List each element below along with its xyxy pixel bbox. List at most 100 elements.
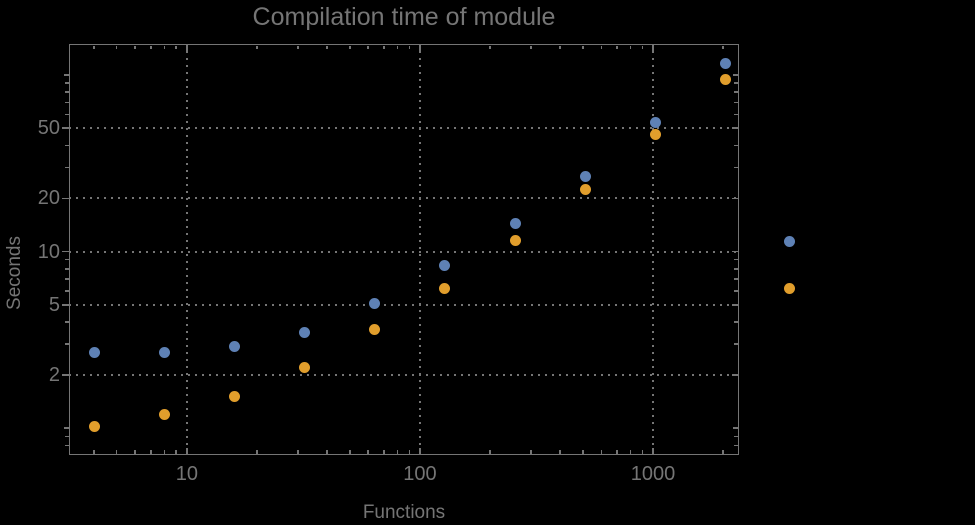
y-tick-mark <box>733 427 738 429</box>
y-tick-mark <box>734 113 738 115</box>
x-tick-mark <box>367 450 369 454</box>
x-tick-mark <box>383 45 385 49</box>
y-tick-label: 2 <box>48 364 60 387</box>
y-tick-mark <box>63 74 69 76</box>
x-tick-mark <box>163 45 166 49</box>
x-tick-mark <box>163 450 166 454</box>
x-tick-mark <box>489 45 491 49</box>
data-point-series2 <box>369 324 381 336</box>
x-tick-mark <box>115 450 118 454</box>
y-tick-mark <box>731 304 738 306</box>
x-tick-mark <box>722 45 724 49</box>
x-tick-label: 100 <box>403 463 437 485</box>
x-tick-mark <box>326 450 328 454</box>
x-tick-mark <box>134 45 136 49</box>
x-tick-mark <box>616 450 618 454</box>
data-point-series1 <box>720 58 731 70</box>
x-tick-mark <box>722 450 724 454</box>
y-tick-mark <box>734 343 738 345</box>
y-tick-mark <box>65 435 69 438</box>
x-tick-mark <box>652 447 654 454</box>
y-tick-mark <box>734 444 738 447</box>
y-tick-mark <box>65 268 69 270</box>
data-point-series2 <box>228 390 240 402</box>
x-tick-mark <box>134 450 136 454</box>
y-tick-mark <box>65 290 69 292</box>
y-tick-mark <box>734 290 738 292</box>
y-tick-mark <box>65 101 69 104</box>
x-tick-mark <box>629 450 632 454</box>
data-point-series1 <box>228 341 240 353</box>
y-tick-mark <box>65 91 69 93</box>
x-tick-mark <box>115 45 118 49</box>
x-tick-mark <box>641 450 644 454</box>
y-tick-mark <box>65 166 69 169</box>
data-point-series1 <box>509 218 521 230</box>
y-tick-mark <box>734 268 738 270</box>
x-tick-mark <box>408 450 410 454</box>
x-tick-mark <box>256 45 258 49</box>
x-tick-mark <box>582 450 584 454</box>
gridline-horizontal <box>69 197 739 200</box>
x-tick-label: 10 <box>175 463 198 485</box>
y-tick-mark <box>65 444 69 447</box>
x-tick-mark <box>150 45 152 49</box>
x-tick-mark <box>419 447 421 454</box>
chart-title: Compilation time of module <box>252 3 556 31</box>
y-tick-mark <box>734 435 738 438</box>
x-tick-mark <box>559 45 561 49</box>
data-point-series1 <box>439 260 451 272</box>
y-tick-mark <box>731 374 738 376</box>
gridline-vertical <box>418 44 421 455</box>
x-tick-mark <box>175 45 177 49</box>
y-tick-mark <box>65 144 69 147</box>
data-point-series1 <box>88 346 100 358</box>
y-tick-mark <box>65 82 69 84</box>
x-tick-mark <box>367 45 369 49</box>
x-tick-mark <box>396 450 399 454</box>
y-tick-mark <box>734 258 738 261</box>
x-tick-mark <box>582 45 584 49</box>
x-tick-mark <box>559 450 561 454</box>
x-tick-mark <box>652 45 654 52</box>
y-tick-mark <box>733 74 738 76</box>
gridline-horizontal <box>69 127 739 130</box>
y-tick-mark <box>734 321 738 323</box>
y-tick-label: 10 <box>37 240 60 263</box>
x-tick-mark <box>93 450 95 454</box>
y-tick-mark <box>734 91 738 93</box>
data-point-series1 <box>579 171 591 183</box>
legend-marker <box>783 282 795 294</box>
gridline-vertical <box>651 44 654 455</box>
x-tick-mark <box>383 450 385 454</box>
x-tick-mark <box>629 45 632 49</box>
data-point-series1 <box>158 346 170 358</box>
data-point-series2 <box>579 183 591 195</box>
data-point-series1 <box>299 326 311 338</box>
x-tick-label: 1000 <box>630 463 676 485</box>
x-tick-mark <box>297 450 299 454</box>
gridline-horizontal <box>69 303 739 306</box>
y-tick-mark <box>734 278 738 280</box>
x-tick-mark <box>349 450 351 454</box>
data-point-series2 <box>649 129 661 141</box>
y-tick-mark <box>62 374 69 376</box>
y-tick-label: 20 <box>37 187 60 210</box>
data-point-series1 <box>649 116 661 128</box>
x-tick-mark <box>326 45 328 49</box>
data-point-series2 <box>158 408 170 420</box>
x-tick-mark <box>256 450 258 454</box>
x-tick-mark <box>489 450 491 454</box>
x-tick-mark <box>93 45 95 49</box>
y-tick-mark <box>62 197 69 200</box>
y-tick-mark <box>65 113 69 115</box>
y-tick-label: 5 <box>48 293 60 316</box>
x-tick-mark <box>349 45 351 49</box>
x-tick-mark <box>186 45 188 52</box>
y-tick-mark <box>734 82 738 84</box>
data-point-series2 <box>509 234 521 246</box>
y-tick-mark <box>731 127 738 129</box>
gridline-horizontal <box>69 250 739 253</box>
data-point-series2 <box>88 421 100 433</box>
